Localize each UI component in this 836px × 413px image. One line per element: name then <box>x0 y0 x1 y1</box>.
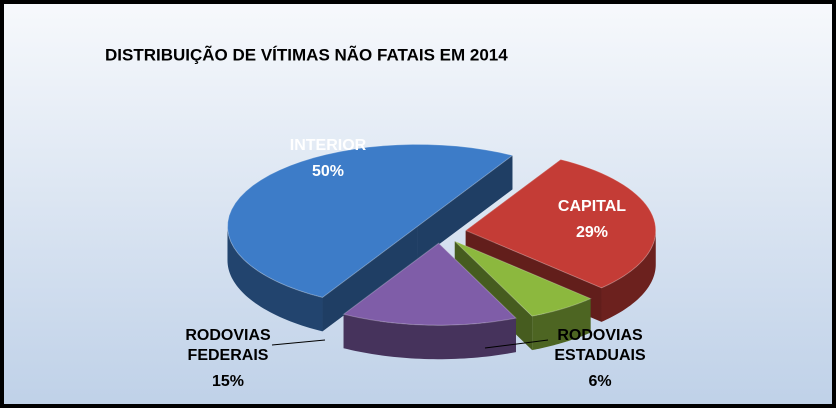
category-label: INTERIOR <box>290 137 367 154</box>
labels: CAPITAL 29% RODOVIAS ESTADUAIS 6% RODOVIAS FED… <box>185 137 646 390</box>
value-label: 50% <box>312 163 344 180</box>
slice-side <box>227 226 323 332</box>
slice <box>454 240 592 317</box>
value-label: 29% <box>576 224 608 241</box>
category-label: CAPITAL <box>558 198 626 215</box>
slice-side <box>532 298 591 351</box>
slice-wall <box>322 226 418 332</box>
chart-title: DISTRIBUIÇÃO DE VÍTIMAS NÃO FATAIS EM 20… <box>105 44 508 64</box>
slice-wall <box>417 155 513 261</box>
leader-line <box>271 339 326 346</box>
slice-side <box>343 314 516 360</box>
value-label: 6% <box>588 373 611 390</box>
slice-side <box>601 230 656 322</box>
pie <box>227 143 657 360</box>
value-label: 15% <box>212 373 244 390</box>
slice <box>227 143 514 298</box>
slice <box>464 158 657 289</box>
category-label: RODOVIAS ESTADUAIS <box>554 327 646 364</box>
category-label: RODOVIAS FEDERAIS <box>185 327 271 364</box>
leader-line <box>484 339 549 349</box>
slice <box>342 242 517 326</box>
